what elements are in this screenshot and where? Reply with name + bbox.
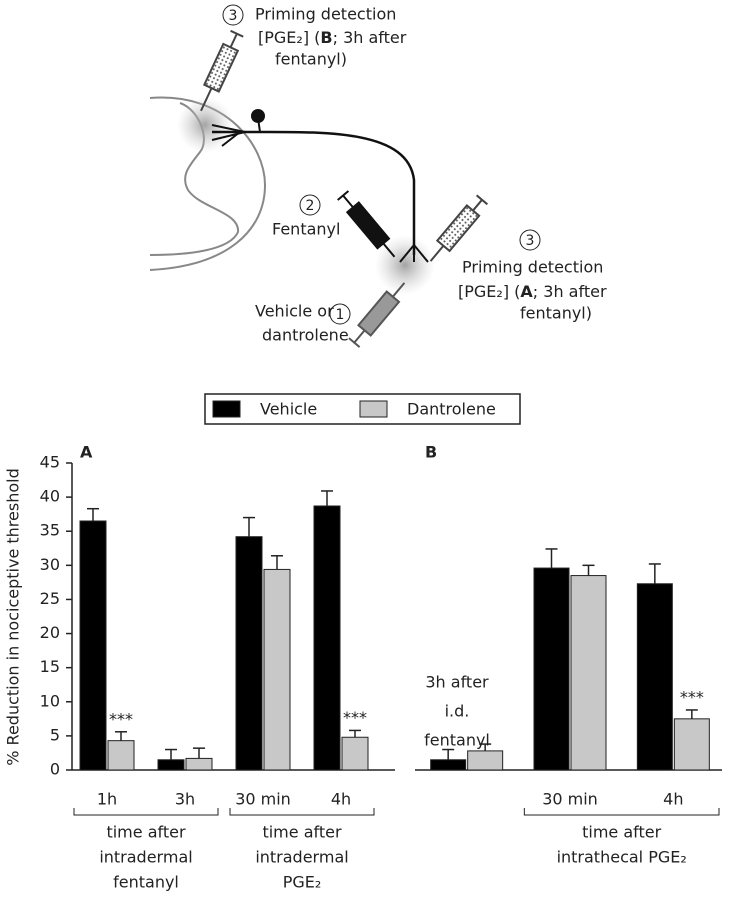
- label: Priming detection: [255, 5, 396, 24]
- group-label: time after: [262, 823, 342, 842]
- x-tick-label: 30 min: [235, 790, 291, 809]
- bar: [467, 750, 504, 771]
- label: [PGE₂] (A; 3h after: [458, 282, 607, 301]
- y-tick-label: 35: [40, 521, 60, 540]
- legend-label: Vehicle: [260, 400, 317, 419]
- group-bracket: [229, 808, 375, 816]
- neuron: [212, 130, 416, 255]
- legend-swatch: [359, 400, 388, 418]
- bar: [79, 520, 107, 771]
- x-tick-label: 30 min: [542, 790, 598, 809]
- label-part: ; 3h after: [333, 28, 407, 47]
- bar: [263, 568, 291, 771]
- y-tick-label: 20: [40, 623, 60, 642]
- label: [PGE₂] (B; 3h after: [258, 28, 407, 47]
- group-label: fentanyl: [113, 873, 179, 892]
- group-label: intradermal: [99, 848, 192, 867]
- panel-label: B: [425, 443, 437, 462]
- y-tick-label: 30: [40, 555, 60, 574]
- group-label: PGE₂: [283, 873, 322, 892]
- x-tick-label: 4h: [331, 790, 351, 809]
- bar: [673, 718, 710, 771]
- bar: [235, 536, 263, 771]
- y-tick-label: 25: [40, 589, 60, 608]
- y-tick-label: 45: [40, 453, 60, 472]
- y-tick-label: 5: [50, 725, 60, 744]
- significance: ***: [680, 687, 704, 706]
- significance: ***: [343, 708, 367, 727]
- legend-swatch: [212, 400, 241, 418]
- x-tick-label: 1h: [97, 790, 117, 809]
- label: fentanyl): [520, 304, 592, 323]
- step-circle: [222, 4, 244, 26]
- x-tick-label: 3h: [175, 790, 195, 809]
- label: Fentanyl: [272, 220, 340, 239]
- bar: [533, 567, 570, 771]
- annotation: fentanyl: [424, 731, 490, 750]
- label-part: ; 3h after: [533, 282, 607, 301]
- group-label: intradermal: [255, 848, 348, 867]
- y-tick-label: 40: [40, 487, 60, 506]
- bar: [185, 757, 213, 771]
- significance: ***: [109, 709, 133, 728]
- legend-label: Dantrolene: [407, 400, 496, 419]
- syringe: [348, 282, 406, 348]
- bar: [570, 575, 607, 771]
- annotation: i.d.: [445, 702, 470, 721]
- y-tick-label: 15: [40, 657, 60, 676]
- bar: [341, 736, 369, 771]
- y-tick-label: 10: [40, 691, 60, 710]
- neuron-branches: [211, 124, 429, 263]
- x-tick-label: 4h: [663, 790, 683, 809]
- panel-label: A: [80, 443, 93, 462]
- step-number: 3: [526, 233, 535, 249]
- label-part: [PGE₂] (: [458, 282, 520, 301]
- bar: [636, 583, 673, 771]
- bar: [313, 505, 341, 771]
- label-part: [PGE₂] (: [258, 28, 320, 47]
- y-tick-label: 0: [50, 760, 60, 779]
- group-label: intrathecal PGE₂: [557, 848, 687, 867]
- syringe: [429, 194, 489, 262]
- step-number: 2: [306, 198, 315, 214]
- group-bracket: [523, 808, 720, 816]
- y-axis-label: % Reduction in nociceptive threshold: [4, 468, 23, 765]
- step-circle: [299, 194, 321, 216]
- label: Vehicle or: [255, 302, 334, 321]
- step-circle: [329, 303, 351, 325]
- step-number: 3: [229, 8, 238, 24]
- group-bracket: [73, 808, 219, 816]
- step-number: 1: [336, 307, 345, 323]
- group-label: time after: [582, 823, 662, 842]
- group-label: time after: [106, 823, 186, 842]
- diagram: 3 Priming detection [PGE₂] (B; 3h after …: [149, 4, 607, 348]
- label: fentanyl): [275, 50, 347, 69]
- label-part: A: [520, 282, 533, 301]
- soma: [251, 109, 265, 123]
- syringe: [337, 190, 396, 258]
- bar: [430, 759, 467, 771]
- annotation: 3h after: [425, 673, 489, 692]
- label: Priming detection: [462, 258, 603, 277]
- bar: [107, 740, 135, 771]
- label: dantrolene: [262, 326, 349, 345]
- bar: [157, 759, 185, 771]
- step-circle: [519, 229, 541, 251]
- syringe: [200, 29, 244, 112]
- label-part: B: [320, 28, 332, 47]
